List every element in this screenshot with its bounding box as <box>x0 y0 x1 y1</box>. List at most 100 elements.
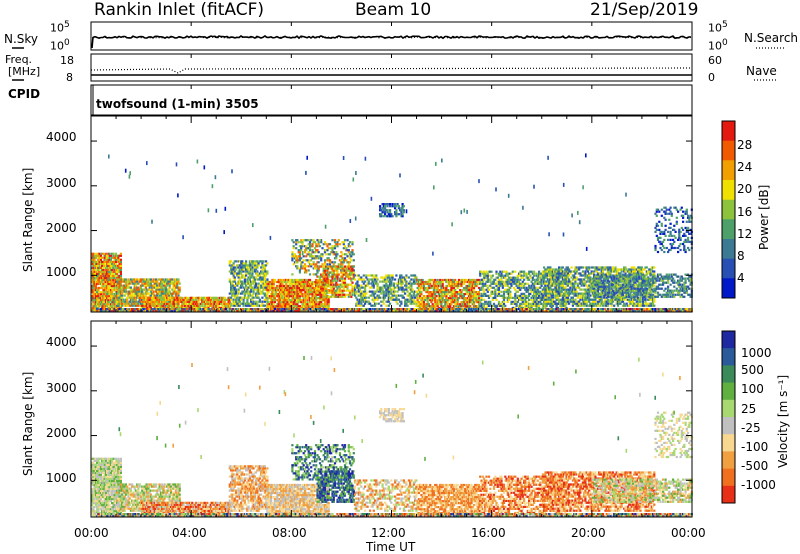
power-cell <box>97 262 100 265</box>
power-cell <box>246 264 249 267</box>
power-cell <box>240 260 243 263</box>
power-cell <box>496 286 499 289</box>
power-cell <box>338 283 342 286</box>
power-cell <box>166 304 169 307</box>
power-cell <box>262 280 265 283</box>
power-cell <box>257 288 260 291</box>
power-cell <box>386 278 389 281</box>
power-cell <box>479 300 482 303</box>
power-cell <box>322 286 325 290</box>
power-cell <box>312 251 315 254</box>
power-cell <box>292 245 295 248</box>
power-cell <box>278 284 281 288</box>
power-cell <box>358 294 362 297</box>
power-cell <box>223 304 226 307</box>
power-cell <box>381 207 384 210</box>
power-cell <box>104 305 107 308</box>
power-cell <box>467 293 471 296</box>
power-cell <box>98 256 101 259</box>
power-cell <box>112 280 115 284</box>
power-cell <box>420 305 423 308</box>
power-cell <box>111 299 114 302</box>
power-cell <box>421 286 424 290</box>
power-cell <box>482 278 486 281</box>
power-cell <box>325 287 328 290</box>
power-cell <box>460 295 463 298</box>
power-cell <box>436 282 439 286</box>
power-cell <box>206 304 209 307</box>
power-cell <box>122 284 125 287</box>
power-cell <box>253 302 256 305</box>
power-cell <box>494 282 497 285</box>
power-cell <box>415 278 418 281</box>
power-cell <box>186 298 189 301</box>
power-cell <box>328 243 332 246</box>
power-cell <box>133 278 136 281</box>
power-cell <box>176 280 179 283</box>
power-cell <box>323 251 327 254</box>
power-cell <box>401 294 404 297</box>
power-cell <box>308 245 312 248</box>
power-cell <box>291 259 294 262</box>
power-cell <box>391 298 394 301</box>
power-cell <box>261 276 264 279</box>
power-cell <box>109 291 112 294</box>
power-cell <box>481 294 484 297</box>
power-cell <box>107 262 110 265</box>
power-cell <box>425 305 428 308</box>
power-cell <box>379 288 382 291</box>
power-cell <box>391 276 394 279</box>
power-cell <box>446 305 449 308</box>
power-cell <box>372 284 375 287</box>
power-cell <box>149 284 152 287</box>
power-cell <box>136 296 139 299</box>
power-cell <box>139 302 142 305</box>
power-cell <box>327 303 330 306</box>
power-cell <box>485 300 488 303</box>
power-cell <box>92 278 95 282</box>
power-cell <box>233 272 236 275</box>
power-cell <box>296 267 299 270</box>
power-cell <box>242 286 245 289</box>
power-cell <box>147 302 150 305</box>
power-cell <box>144 282 147 285</box>
power-cell <box>323 263 327 266</box>
power-cell <box>287 295 290 298</box>
power-cell <box>465 301 468 304</box>
power-cell <box>252 260 255 263</box>
power-cell <box>385 209 388 212</box>
power-cell <box>549 270 552 273</box>
power-cell <box>173 288 176 291</box>
power-cell <box>144 278 147 281</box>
power-cell <box>152 292 155 295</box>
power-cell <box>118 291 121 294</box>
power-cell <box>143 284 146 287</box>
power-cell <box>390 274 393 277</box>
power-cell <box>148 304 151 307</box>
power-cell <box>168 296 171 299</box>
power-cell <box>476 299 479 302</box>
power-cell <box>272 299 275 302</box>
power-cell <box>454 282 457 286</box>
power-cell <box>91 284 94 288</box>
power-cell <box>246 304 249 307</box>
power-cell <box>101 272 104 275</box>
power-cell <box>311 249 314 252</box>
power-cell <box>452 286 456 290</box>
power-cell <box>257 290 260 293</box>
power-cell <box>192 304 195 307</box>
power-cell <box>558 298 561 301</box>
power-cell <box>213 296 216 299</box>
power-cell <box>353 294 357 297</box>
power-cell <box>323 275 327 278</box>
power-cell <box>164 304 168 307</box>
power-cell <box>335 285 338 288</box>
power-cell <box>381 280 384 283</box>
power-cell <box>401 203 404 206</box>
power-cell <box>159 296 163 299</box>
power-cell <box>377 288 380 291</box>
power-cell <box>197 304 200 307</box>
power-cell <box>152 290 155 293</box>
power-cell <box>325 277 328 280</box>
power-cell <box>305 239 308 242</box>
